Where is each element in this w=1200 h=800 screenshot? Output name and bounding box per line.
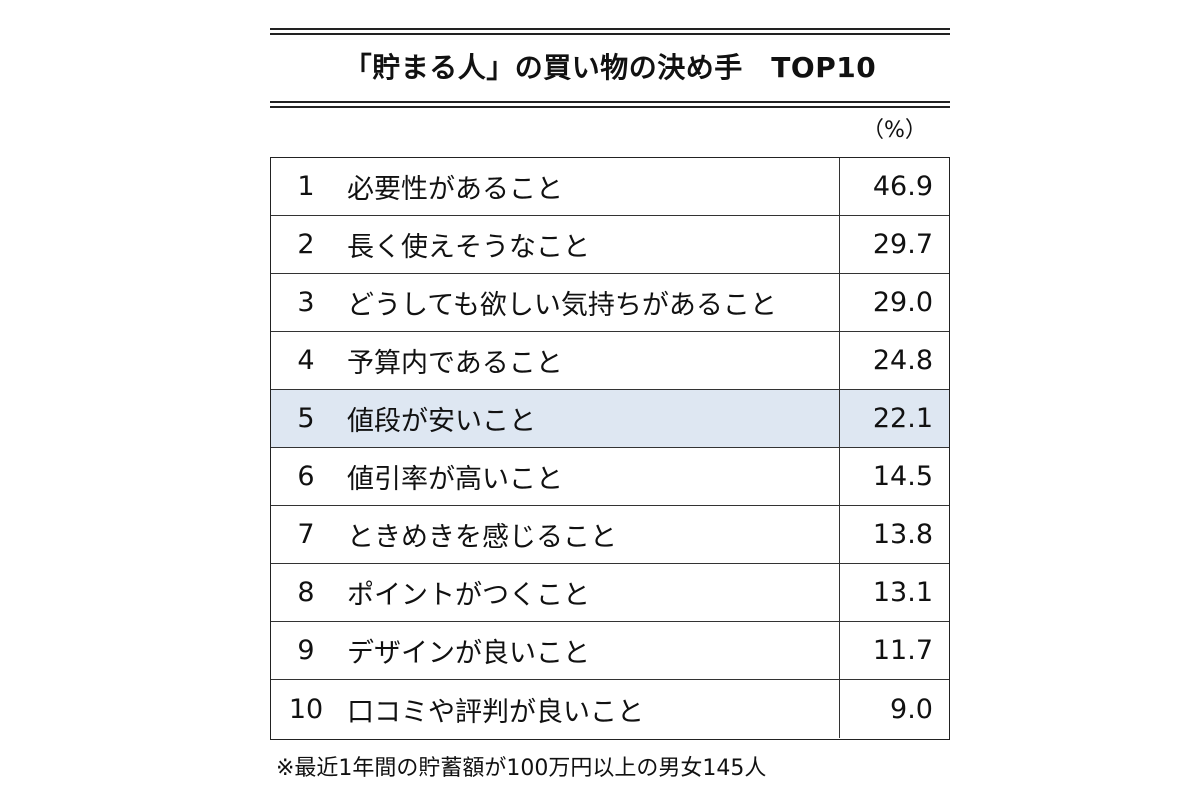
title-block: 「貯まる人」の買い物の決め手 TOP10 <box>270 28 950 108</box>
table-row: 3 どうしても欲しい気持ちがあること 29.0 <box>271 274 949 332</box>
page-title: 「貯まる人」の買い物の決め手 TOP10 <box>343 51 877 84</box>
rank-cell: 8 <box>297 577 315 608</box>
label-cell: 予算内であること <box>347 348 563 379</box>
value-cell: 14.5 <box>839 448 949 505</box>
label-cell: 値引率が高いこと <box>347 464 563 495</box>
table-row: 4 予算内であること 24.8 <box>271 332 949 390</box>
rank-cell: 3 <box>297 287 315 318</box>
value-cell: 13.1 <box>839 564 949 621</box>
value-cell: 29.0 <box>839 274 949 331</box>
label-cell: ポイントがつくこと <box>347 580 590 611</box>
rank-cell: 10 <box>288 693 324 725</box>
label-cell: 値段が安いこと <box>347 406 536 437</box>
rank-cell: 4 <box>297 345 315 376</box>
rank-cell: 2 <box>297 229 315 260</box>
label-cell: デザインが良いこと <box>347 638 590 669</box>
value-cell: 9.0 <box>839 680 949 738</box>
value-cell: 46.9 <box>839 158 949 215</box>
ranking-table: 1 必要性があること 46.9 2 長く使えそうなこと 29.7 3 どうしても… <box>270 157 950 740</box>
title-bottom-rule <box>270 101 950 108</box>
table-row: 8 ポイントがつくこと 13.1 <box>271 564 949 622</box>
unit-label: （%） <box>862 118 927 143</box>
label-cell: ときめきを感じること <box>347 522 617 553</box>
rank-cell: 6 <box>297 461 315 492</box>
table-row: 2 長く使えそうなこと 29.7 <box>271 216 949 274</box>
label-cell: 必要性があること <box>347 174 563 205</box>
label-cell: 口コミや評判が良いこと <box>347 696 644 728</box>
rank-cell: 5 <box>297 403 315 434</box>
value-cell: 29.7 <box>839 216 949 273</box>
table-row: 6 値引率が高いこと 14.5 <box>271 448 949 506</box>
table-row: 10 口コミや評判が良いこと 9.0 <box>271 680 949 738</box>
value-cell: 22.1 <box>839 390 949 447</box>
value-cell: 13.8 <box>839 506 949 563</box>
table-row: 7 ときめきを感じること 13.8 <box>271 506 949 564</box>
label-cell: どうしても欲しい気持ちがあること <box>347 290 777 321</box>
rank-cell: 1 <box>297 171 315 202</box>
rank-cell: 9 <box>297 635 315 666</box>
table-row: 9 デザインが良いこと 11.7 <box>271 622 949 680</box>
table-row-highlighted: 5 値段が安いこと 22.1 <box>271 390 949 448</box>
footnote: ※最近1年間の貯蓄額が100万円以上の男女145人 <box>276 756 767 781</box>
label-cell: 長く使えそうなこと <box>347 232 590 263</box>
value-cell: 11.7 <box>839 622 949 679</box>
value-cell: 24.8 <box>839 332 949 389</box>
table-row: 1 必要性があること 46.9 <box>271 158 949 216</box>
rank-cell: 7 <box>297 519 315 550</box>
title-top-rule <box>270 28 950 35</box>
